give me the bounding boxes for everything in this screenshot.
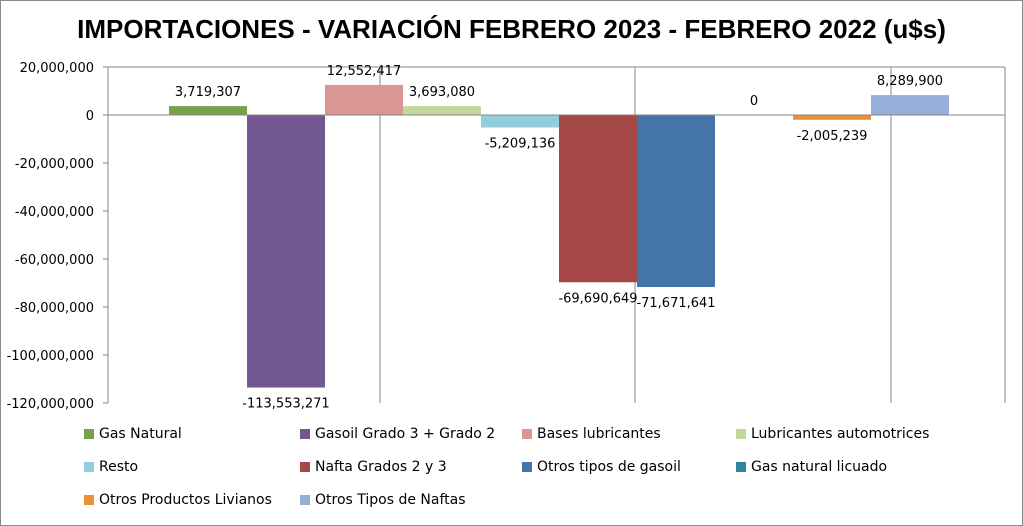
legend-label: Gas natural licuado [751, 459, 888, 475]
bar [325, 84, 403, 115]
data-label: -113,553,271 [242, 397, 329, 412]
legend: Gas Natural Gasoil Grado 3 + Grado 2 Bases… [84, 426, 1014, 521]
data-labels: 3,719,307 -113,553,271 12,552,417 3,693,080… [175, 64, 943, 412]
legend-item: Gasoil Grado 3 + Grado 2 [300, 426, 495, 442]
data-label: -69,690,649 [558, 291, 637, 306]
data-label: -5,209,136 [485, 137, 556, 152]
bar [637, 115, 715, 288]
legend-swatch [84, 495, 94, 505]
legend-label: Gasoil Grado 3 + Grado 2 [315, 426, 496, 442]
legend-item: Nafta Grados 2 y 3 [300, 459, 447, 475]
legend-label: Otros Tipos de Naftas [315, 492, 466, 508]
legend-swatch [84, 462, 94, 472]
legend-label: Resto [99, 459, 139, 475]
y-tick-label: -80,000,000 [15, 301, 94, 316]
legend-item: Bases lubricantes [522, 426, 661, 442]
bar [403, 106, 481, 115]
legend-swatch [736, 429, 746, 439]
legend-swatch [736, 462, 746, 472]
legend-item: Otros Tipos de Naftas [300, 492, 466, 508]
chart-title: IMPORTACIONES - VARIACIÓN FEBRERO 2023 -… [77, 14, 946, 44]
y-tick-label: 20,000,000 [20, 61, 94, 76]
legend-item: Otros tipos de gasoil [522, 459, 681, 475]
bar [247, 115, 325, 388]
legend-label: Gas Natural [99, 426, 182, 442]
bar [169, 106, 247, 115]
legend-item: Resto [84, 459, 138, 475]
bar [481, 115, 559, 128]
data-label: 12,552,417 [327, 64, 401, 79]
data-label: 8,289,900 [877, 74, 943, 89]
legend-item: Gas natural licuado [736, 459, 887, 475]
y-tick-label: -100,000,000 [7, 349, 94, 364]
bar [559, 115, 637, 283]
legend-label: Nafta Grados 2 y 3 [315, 459, 447, 475]
legend-item: Otros Productos Livianos [84, 492, 272, 508]
legend-swatch [522, 429, 532, 439]
y-tick-label: -20,000,000 [15, 157, 94, 172]
y-tick-label: -120,000,000 [7, 397, 94, 412]
legend-swatch [300, 429, 310, 439]
data-label: 3,719,307 [175, 85, 241, 100]
data-label: -71,671,641 [636, 296, 715, 311]
bars [169, 84, 949, 388]
y-axis: 20,000,000 0 -20,000,000 -40,000,000 -60,000… [7, 61, 1005, 412]
y-tick-label: 0 [86, 109, 94, 124]
legend-label: Bases lubricantes [537, 426, 661, 442]
legend-label: Otros tipos de gasoil [537, 459, 681, 475]
data-label: 0 [750, 94, 758, 109]
legend-swatch [84, 429, 94, 439]
data-label: -2,005,239 [797, 129, 868, 144]
bar [793, 115, 871, 120]
data-label: 3,693,080 [409, 85, 475, 100]
y-tick-label: -60,000,000 [15, 253, 94, 268]
y-tick-label: -40,000,000 [15, 205, 94, 220]
legend-item: Gas Natural [84, 426, 182, 442]
legend-label: Otros Productos Livianos [99, 492, 272, 508]
legend-swatch [300, 462, 310, 472]
legend-swatch [522, 462, 532, 472]
bar [871, 95, 949, 115]
legend-item: Lubricantes automotrices [736, 426, 929, 442]
legend-label: Lubricantes automotrices [751, 426, 930, 442]
legend-swatch [300, 495, 310, 505]
